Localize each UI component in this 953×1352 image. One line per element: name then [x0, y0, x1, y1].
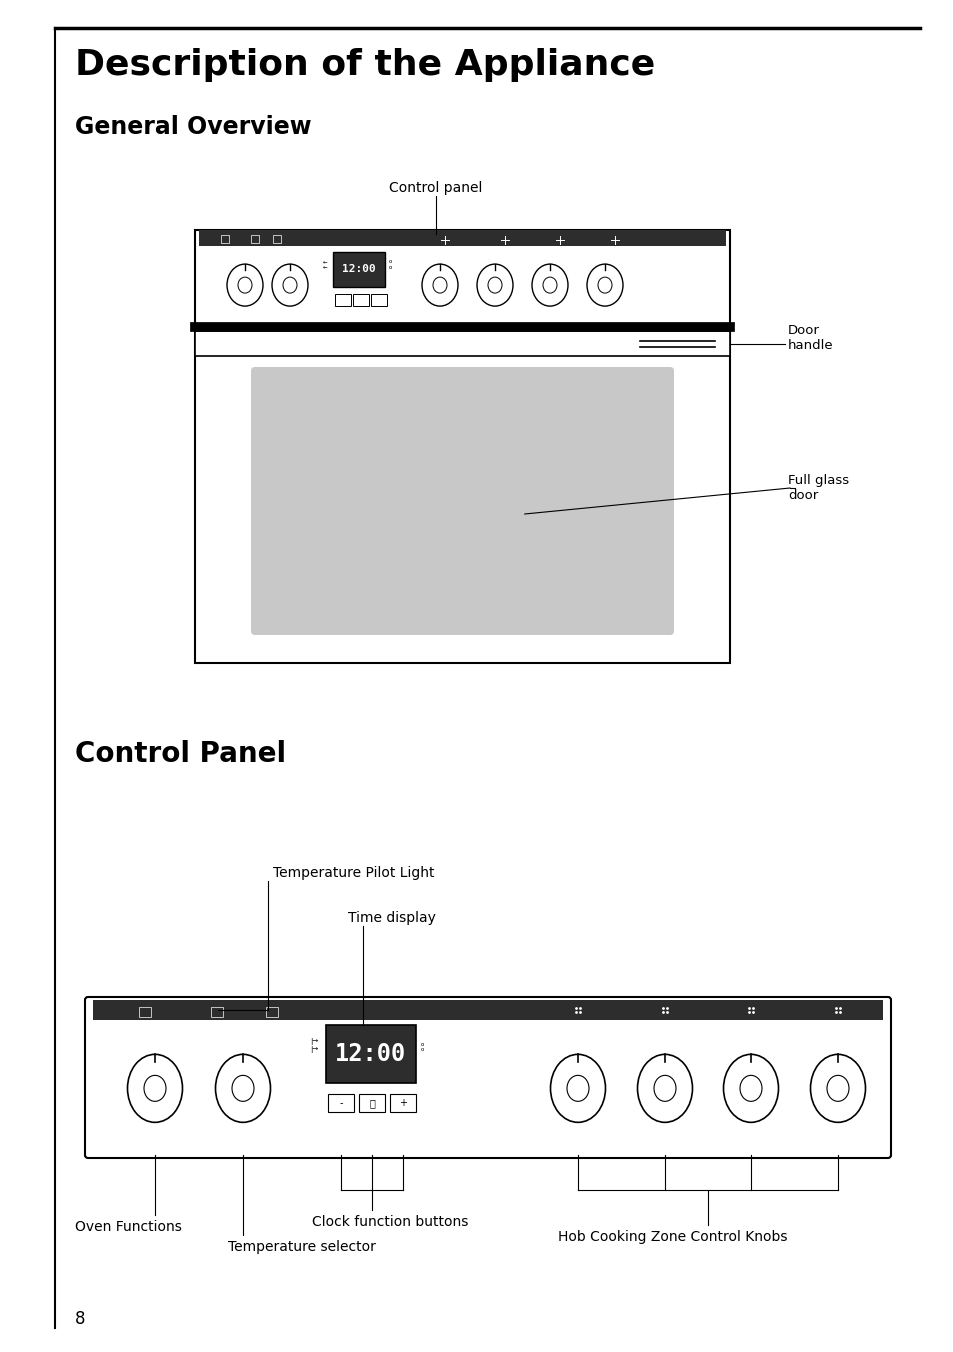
Bar [92, 1000, 882, 1019]
Bar [221, 235, 229, 243]
Text: ⏻: ⏻ [369, 1098, 375, 1109]
Bar [266, 1007, 277, 1017]
Bar [326, 1025, 416, 1083]
Text: ←
←: ← ← [322, 258, 327, 269]
Text: Description of the Appliance: Description of the Appliance [75, 49, 655, 82]
Bar [139, 1007, 151, 1017]
Bar [194, 331, 729, 356]
Bar [390, 1094, 416, 1111]
Text: 12:00: 12:00 [335, 1042, 406, 1065]
Text: Control Panel: Control Panel [75, 740, 286, 768]
FancyBboxPatch shape [85, 996, 890, 1159]
Text: |→
|→: |→ |→ [310, 1038, 317, 1053]
Bar [358, 1094, 385, 1111]
Text: Door
handle: Door handle [787, 324, 833, 353]
Text: o
o: o o [420, 1041, 424, 1052]
Bar [333, 251, 385, 287]
Text: 12:00: 12:00 [342, 265, 375, 274]
Text: Temperature selector: Temperature selector [228, 1240, 375, 1255]
Text: +: + [398, 1098, 407, 1109]
Bar [199, 230, 725, 246]
Bar [211, 1007, 223, 1017]
Text: o
o: o o [389, 258, 392, 269]
Bar [335, 293, 351, 306]
Text: 8: 8 [75, 1310, 86, 1328]
Bar [251, 235, 258, 243]
Text: Hob Cooking Zone Control Knobs: Hob Cooking Zone Control Knobs [558, 1230, 786, 1244]
Text: Control panel: Control panel [389, 181, 482, 195]
Bar [371, 293, 387, 306]
Bar [194, 230, 729, 662]
Bar [273, 235, 281, 243]
FancyBboxPatch shape [251, 366, 673, 635]
Text: Temperature Pilot Light: Temperature Pilot Light [273, 867, 434, 880]
Text: -: - [339, 1098, 342, 1109]
Text: General Overview: General Overview [75, 115, 312, 139]
Text: Full glass
door: Full glass door [787, 475, 848, 502]
Bar [353, 293, 369, 306]
Text: Oven Functions: Oven Functions [75, 1220, 182, 1234]
Bar [328, 1094, 354, 1111]
Text: Time display: Time display [348, 911, 436, 925]
Text: Clock function buttons: Clock function buttons [312, 1215, 468, 1229]
